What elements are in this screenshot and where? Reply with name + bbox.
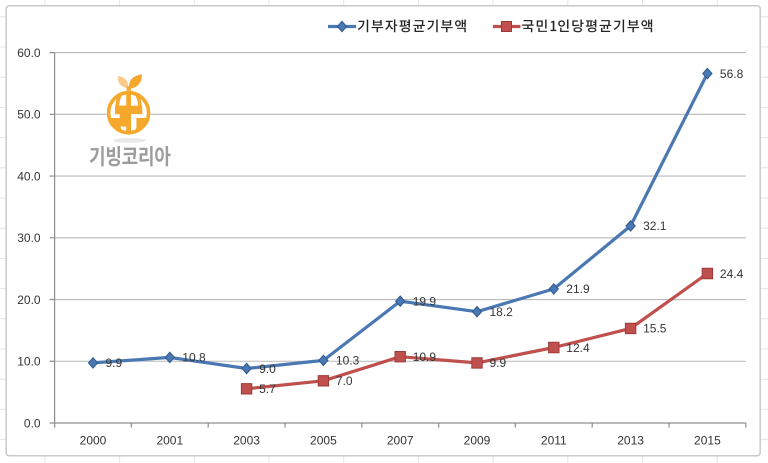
svg-text:12.4: 12.4 (566, 341, 590, 355)
svg-text:2000: 2000 (80, 433, 107, 447)
svg-text:50.0: 50.0 (17, 108, 41, 122)
svg-text:10.8: 10.8 (182, 351, 206, 365)
svg-text:18.2: 18.2 (490, 305, 514, 319)
svg-text:60.0: 60.0 (17, 46, 41, 60)
svg-text:24.4: 24.4 (720, 267, 744, 281)
svg-text:10.9: 10.9 (413, 350, 437, 364)
svg-text:56.8: 56.8 (720, 67, 744, 81)
svg-text:40.0: 40.0 (17, 169, 41, 183)
svg-text:2013: 2013 (617, 433, 644, 447)
svg-text:2003: 2003 (233, 433, 260, 447)
svg-text:9.9: 9.9 (490, 356, 507, 370)
svg-text:30.0: 30.0 (17, 231, 41, 245)
svg-text:2005: 2005 (310, 433, 337, 447)
svg-text:0.0: 0.0 (24, 416, 41, 430)
svg-text:2011: 2011 (541, 433, 567, 447)
svg-text:15.5: 15.5 (643, 322, 667, 336)
svg-text:7.0: 7.0 (336, 374, 353, 388)
svg-text:20.0: 20.0 (17, 293, 41, 307)
svg-text:2007: 2007 (387, 433, 414, 447)
svg-text:2001: 2001 (156, 433, 183, 447)
svg-text:10.3: 10.3 (336, 354, 360, 368)
svg-text:19.9: 19.9 (413, 295, 437, 309)
svg-text:21.9: 21.9 (566, 282, 590, 296)
svg-text:10.0: 10.0 (17, 355, 41, 369)
svg-text:2009: 2009 (464, 433, 491, 447)
svg-text:9.0: 9.0 (259, 362, 276, 376)
svg-text:32.1: 32.1 (643, 219, 667, 233)
svg-text:5.7: 5.7 (259, 382, 276, 396)
svg-text:9.9: 9.9 (106, 356, 123, 370)
svg-text:2015: 2015 (694, 433, 721, 447)
